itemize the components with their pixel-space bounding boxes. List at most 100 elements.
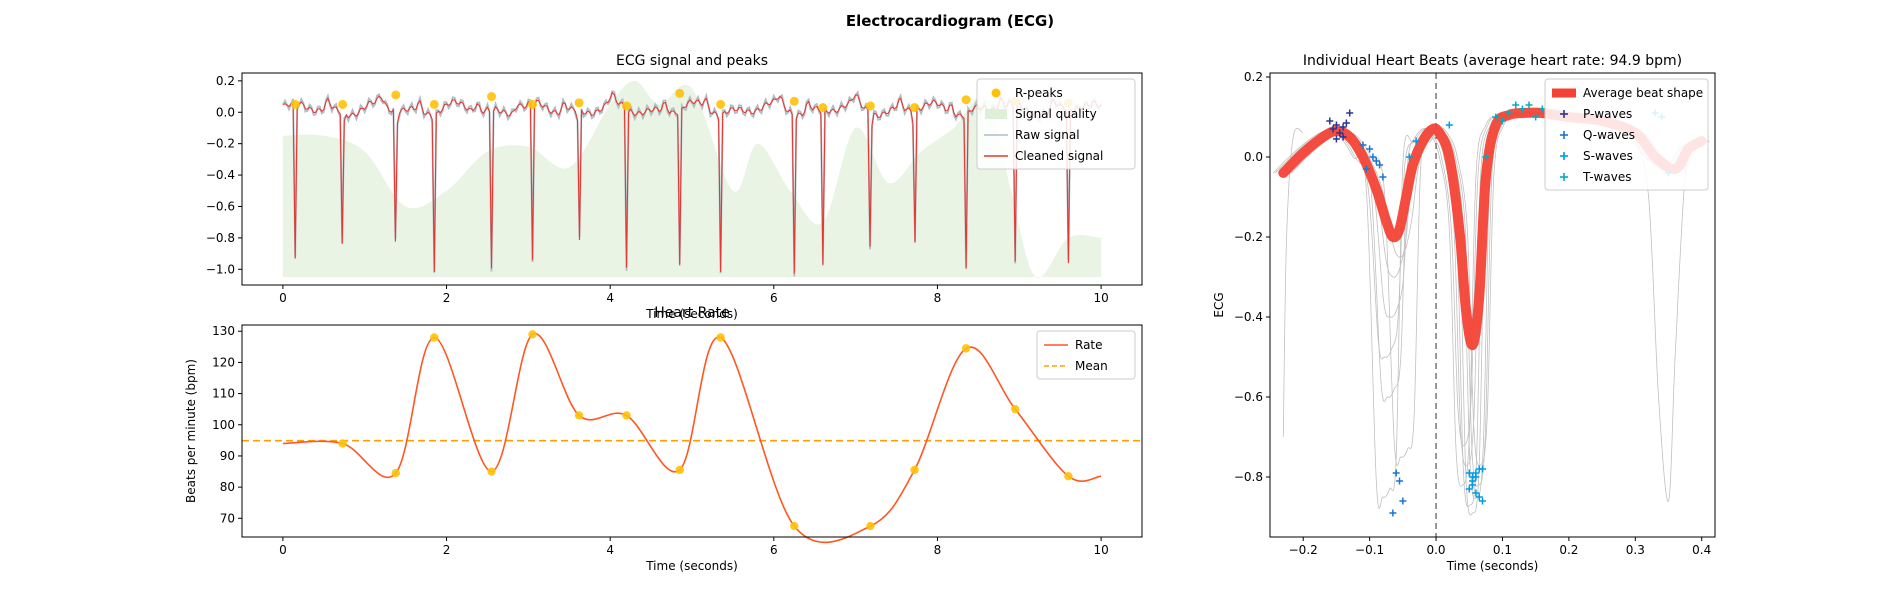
ecg-frame [241,72,1143,286]
r-peak-point [574,98,584,108]
beats-legend-item: P-waves [1560,107,1632,121]
ecg-xlabel: Time (seconds) [645,307,738,321]
individual-beat-line [1282,127,1304,438]
ecg-legend-item: Signal quality [985,107,1097,121]
beats-axes: −0.2 −0.1 0.0 0.1 0.2 0.3 0.4 0.2 0.0 −0.2 −0.4 −0.… [1212,53,1716,573]
ecg-legend-item: R-peaks [991,86,1063,100]
rate-panel [242,330,1142,544]
rate-ytick-label: 110 [212,387,235,401]
individual-beat-line [1634,136,1696,502]
r-peak-point [622,101,632,111]
ecg-xtick-label: 10 [1093,291,1108,305]
beats-ytick-label: −0.8 [1234,470,1263,484]
rate-point [528,330,537,339]
r-peak-point [865,101,875,111]
ecg-xtick-label: 0 [279,291,287,305]
ecg-legend-marker [985,109,1007,119]
ecg-legend-marker [991,88,1001,98]
ecg-legend-label: R-peaks [1015,86,1063,100]
rate-frame [241,324,1143,538]
rate-point [790,521,799,531]
rate-title: Heart Rate [654,305,730,321]
rate-ytick-label: 130 [212,324,235,338]
rate-point [1064,472,1073,481]
rate-legend-box [1036,330,1136,380]
ecg-xtick-label: 4 [606,291,614,305]
beats-xlabel: Time (seconds) [1446,559,1539,573]
r-peak-point [487,92,497,102]
rate-ytick-label: 70 [220,511,235,525]
rate-point [1010,404,1020,414]
rate-point [338,439,347,448]
beats-xtick-label: 0.2 [1559,543,1578,557]
rate-point [574,411,584,420]
beats-legend-label: P-waves [1583,107,1632,121]
ecg-ytick-label: −0.2 [206,137,235,151]
beats-ytick-label: −0.6 [1234,390,1263,404]
ecg-xtick-label: 2 [443,291,451,305]
ecg-ytick-label: 0.2 [216,74,235,88]
ecg-ytick-label: −0.8 [206,231,235,245]
cleaned-signal-line [282,91,1102,274]
r-peak-point [290,99,300,109]
r-peak-point [391,90,401,100]
rate-legend-item: Rate [1044,338,1103,352]
ecg-axes: 0 2 4 6 8 10 0.2 0.0 −0.2 −0.4 −0.6 −0.8 −1.0 ECG sig… [206,53,1143,321]
rate-point [391,468,401,478]
beats-xtick-label: 0.3 [1626,543,1645,557]
beats-ytick-label: 0.2 [1244,70,1263,84]
ecg-panel [282,80,1102,279]
rate-xtick-label: 2 [443,543,451,557]
ecg-xtick-label: 8 [934,291,942,305]
r-peak-point [910,103,920,113]
rate-point [487,467,496,476]
r-peak-point [338,99,348,109]
ecg-legend-box [976,78,1136,170]
r-peak-point [789,96,799,106]
ecg-legend-label: Cleaned signal [1015,149,1103,163]
beats-legend-label: S-waves [1583,149,1633,163]
rate-ytick-label: 100 [212,418,235,432]
ecg-ytick-label: −0.4 [206,168,235,182]
ecg-ytick-label: 0.0 [216,105,235,119]
rate-point [430,333,439,342]
beats-legend-item: Average beat shape [1552,86,1703,100]
r-peak-point [527,99,537,109]
beats-legend-item: S-waves [1560,149,1633,163]
rate-ytick-label: 120 [212,355,235,369]
rate-legend-label: Rate [1075,338,1103,352]
beats-frame [1269,72,1716,538]
beats-legend-item: T-waves [1560,170,1631,184]
beats-legend-item: Q-waves [1560,128,1635,142]
rate-point [675,465,684,475]
beats-legend-label: Q-waves [1583,128,1635,142]
beats-xtick-label: 0.0 [1426,543,1445,557]
rate-legend: Rate Mean [1036,330,1136,380]
rate-legend-item: Mean [1044,359,1108,373]
beats-legend: Average beat shape P-waves Q-waves S-waves T… [1544,78,1709,191]
rate-point [910,465,919,475]
rate-point [622,411,631,420]
rate-xtick-label: 6 [770,543,778,557]
ecg-title: ECG signal and peaks [616,53,768,69]
beats-xtick-label: 0.4 [1692,543,1711,557]
rate-xlabel: Time (seconds) [645,559,738,573]
beats-legend-label: Average beat shape [1583,86,1703,100]
beats-ylabel: ECG [1212,292,1226,317]
beats-xtick-label: 0.1 [1493,543,1512,557]
beats-ytick-label: −0.2 [1234,230,1263,244]
rate-point [716,333,725,342]
figure-suptitle: Electrocardiogram (ECG) [846,12,1054,30]
ecg-ytick-label: −0.6 [206,199,235,213]
ecg-legend-label: Raw signal [1015,128,1080,142]
rate-ytick-label: 90 [220,449,235,463]
rate-ylabel: Beats per minute (bpm) [184,359,198,503]
rate-xtick-label: 4 [606,543,614,557]
ecg-ytick-label: −1.0 [206,262,235,276]
beats-legend-label: T-waves [1582,170,1631,184]
rate-xtick-label: 0 [279,543,287,557]
r-peak-point [716,99,726,109]
